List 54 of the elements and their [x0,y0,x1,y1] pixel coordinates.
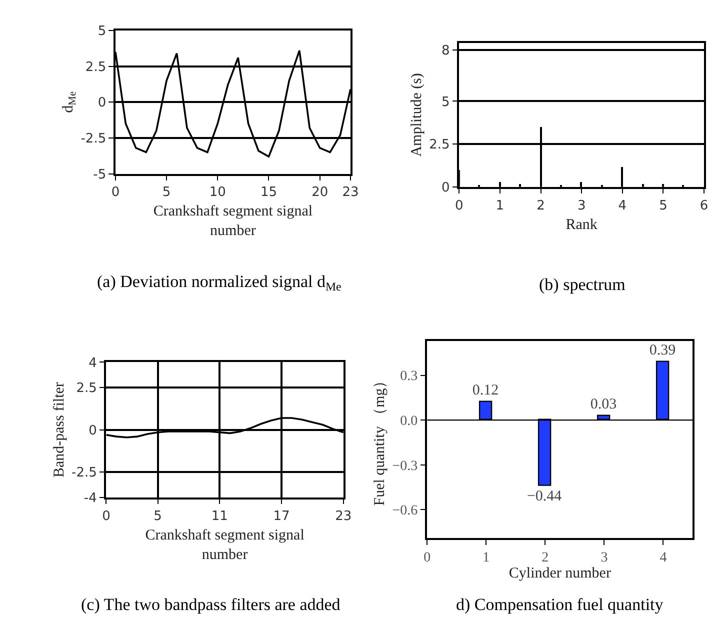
y-tick-label: 0 [98,96,106,111]
y-tick-label: 4 [88,356,97,371]
text: (b) spectrum [539,275,626,294]
data-label: 0.39 [649,342,676,358]
y-tick-label: 2.5 [429,138,450,153]
x-tick-label: 3 [600,550,608,566]
x-tick-label: 4 [618,198,627,214]
x-tick-label: 5 [154,508,162,524]
y-tick-label: 0 [88,423,97,438]
y-tick-label: 5 [98,24,106,39]
x-axis-title: Crankshaft segment signal number [153,204,313,240]
y-tick-label: -5 [93,167,106,182]
x-tick-label: 23 [342,185,359,200]
y-axis-title: Amplitude (s) [408,73,425,157]
x-tick-label: 4 [660,550,667,566]
x-tick-label: 0 [424,550,431,566]
x-tick-label: 5 [659,198,668,214]
x-tick-label: 5 [162,185,171,200]
x-tick-label: 6 [700,198,708,214]
x-tick-label: 2 [536,198,545,214]
y-axis-title: Band-pass filter [51,382,68,478]
x-tick-label: 1 [482,550,490,566]
y-tick-label: -2.5 [80,131,106,146]
text: d) Compensation fuel quantity [456,595,664,614]
text: (a) Deviation normalized signal d$_{Me}$ [97,272,342,294]
x-tick-label: 23 [335,508,352,524]
x-axis-title: Cylinder number [508,566,611,582]
x-tick-label: 11 [211,508,228,524]
y-tick-label: 2.5 [85,60,106,75]
y-tick-label: −0.6 [392,504,418,519]
y-tick-label: 5 [441,94,450,110]
x-tick-label: 10 [209,185,226,200]
y-tick-label: 0.3 [400,369,418,384]
text: (c) The two bandpass filters are added [81,595,341,614]
y-tick-label: -2.5 [72,466,97,481]
y-tick-label: 0.0 [400,414,418,429]
y-tick-label: 8 [441,43,450,58]
y-axis-title: Fuel quantity （mg） [372,373,388,506]
y-tick-label: −0.3 [392,458,418,474]
y-tick-label: 2.5 [76,381,97,396]
x-tick-label: 0 [454,198,464,214]
data-label: 0.12 [472,382,499,398]
x-tick-label: 1 [496,198,504,214]
x-axis-title: Rank [566,216,598,233]
x-axis-title: Crankshaft segment signal number [145,527,304,563]
x-tick-label: 0 [111,185,120,200]
x-tick-label: 2 [542,550,549,566]
x-tick-label: 17 [273,508,290,524]
x-tick-label: 15 [260,185,278,200]
x-tick-label: 3 [577,198,586,214]
data-label: −0.44 [526,488,562,504]
y-tick-label: -4 [84,490,97,506]
x-tick-label: 20 [312,185,328,200]
data-label: 0.03 [590,396,617,412]
